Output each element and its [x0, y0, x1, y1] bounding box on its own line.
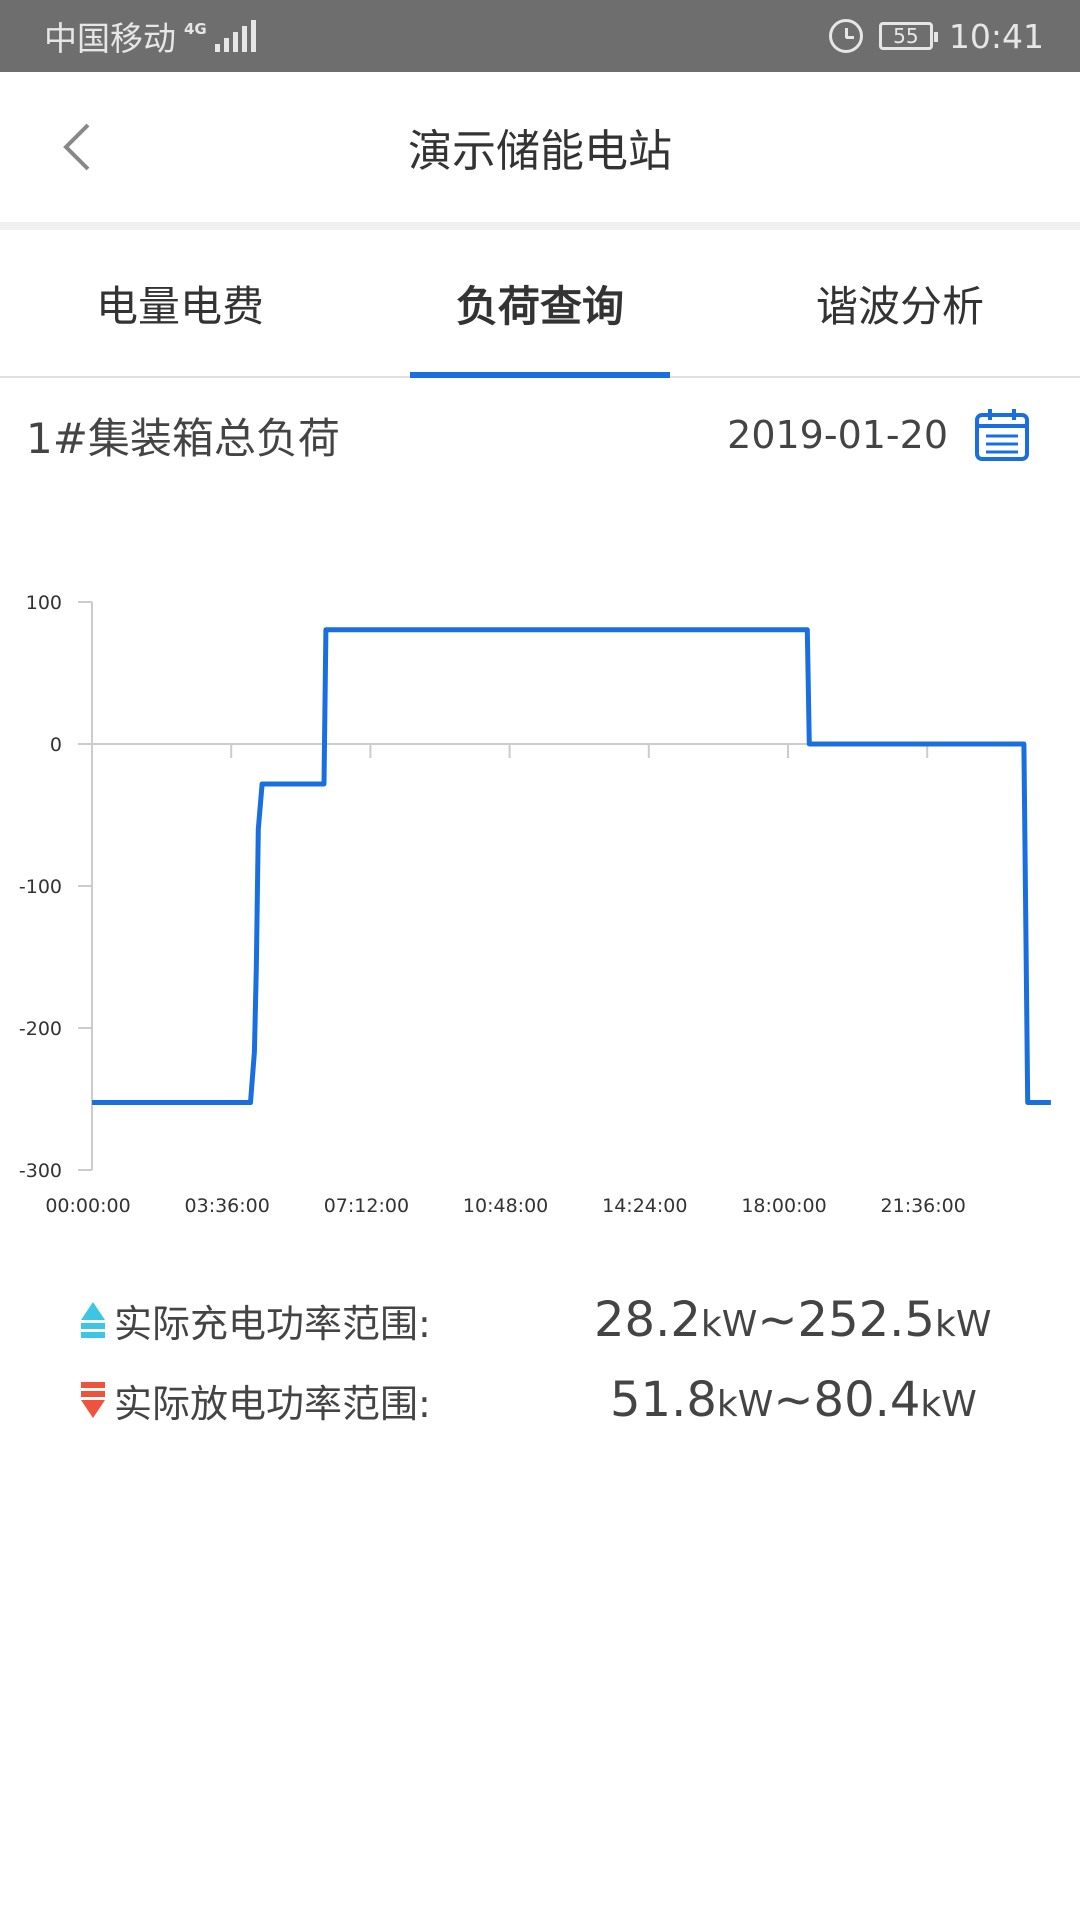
discharge-max: 80.4 — [813, 1372, 921, 1428]
tab-load-query[interactable]: 负荷查询 — [360, 230, 720, 378]
x-tick-label: 14:24:00 — [602, 1195, 687, 1217]
series-group — [92, 627, 1051, 1105]
status-right: 55 10:41 — [828, 16, 1044, 56]
tab-energy-cost[interactable]: 电量电费 — [95, 281, 264, 331]
x-tick-label: 00:00:00 — [45, 1195, 130, 1217]
date-picker[interactable]: 2019-01-20 — [727, 408, 1030, 462]
page-title: 演示储能电站 — [408, 126, 672, 177]
y-tick-label: -200 — [19, 1018, 62, 1040]
x-tick-label: 18:00:00 — [741, 1195, 826, 1217]
status-left: 中国移动 4G — [44, 12, 256, 60]
clock: 10:41 — [948, 16, 1044, 56]
charge-range-row: 实际充电功率范围: 28.2kW~252.5kW — [0, 1280, 1080, 1360]
discharge-down-icon — [81, 1382, 105, 1418]
x-tick-label: 10:48:00 — [463, 1195, 548, 1217]
discharge-range-value: 51.8kW~80.4kW — [610, 1372, 977, 1428]
discharge-min-unit: kW — [716, 1384, 774, 1425]
status-bar: 中国移动 4G 55 10:41 — [0, 0, 1080, 72]
x-tick-label: 21:36:00 — [881, 1195, 966, 1217]
charge-range-label: 实际充电功率范围: — [114, 1301, 431, 1346]
signal-icon — [214, 20, 256, 52]
discharge-range-row: 实际放电功率范围: 51.8kW~80.4kW — [0, 1360, 1080, 1440]
y-tick-label: -300 — [19, 1160, 62, 1182]
title-bar: 演示储能电站 — [0, 72, 1080, 222]
load-chart: 100 0 -100 -200 -300 00:00:00 03:36:00 07:12:0… — [19, 592, 1051, 1217]
y-tick-label: 100 — [26, 592, 62, 614]
chart-title: 1#集装箱总负荷 — [26, 413, 340, 463]
charge-range-value: 28.2kW~252.5kW — [594, 1292, 991, 1348]
charge-min: 28.2 — [594, 1292, 701, 1348]
discharge-sep: ~ — [773, 1372, 814, 1428]
series-line — [92, 627, 1051, 1105]
x-axis: 00:00:00 03:36:00 07:12:00 10:48:00 14:24:00… — [45, 743, 1020, 1217]
back-button[interactable] — [50, 117, 110, 177]
discharge-min: 51.8 — [610, 1372, 717, 1428]
alarm-icon — [828, 19, 863, 53]
battery-level: 55 — [893, 24, 919, 48]
charge-max-unit: kW — [934, 1304, 992, 1345]
chart-header: 1#集装箱总负荷 2019-01-20 — [0, 395, 1080, 475]
charge-min-unit: kW — [700, 1304, 758, 1345]
charge-max: 252.5 — [797, 1292, 935, 1348]
carrier-name: 中国移动 — [44, 19, 176, 58]
y-tick-label: 0 — [50, 734, 62, 756]
y-tick-label: -100 — [19, 876, 62, 898]
battery-icon: 55 — [878, 22, 938, 50]
chevron-left-icon — [63, 123, 90, 171]
charge-up-icon — [81, 1302, 105, 1338]
calendar-icon[interactable] — [974, 408, 1030, 462]
network-type: 4G — [184, 19, 207, 38]
x-tick-label: 03:36:00 — [185, 1195, 270, 1217]
discharge-range-label: 实际放电功率范围: — [114, 1381, 431, 1426]
charge-sep: ~ — [757, 1292, 798, 1348]
tab-harmonic-analysis[interactable]: 谐波分析 — [815, 281, 984, 331]
divider — [0, 222, 1080, 230]
y-axis: 100 0 -100 -200 -300 — [19, 592, 93, 1182]
power-summary: 实际充电功率范围: 28.2kW~252.5kW 实际放电功率范围: 51.8k… — [0, 1280, 1080, 1440]
date-value[interactable]: 2019-01-20 — [727, 413, 948, 457]
x-tick-label: 07:12:00 — [324, 1195, 409, 1217]
discharge-max-unit: kW — [920, 1384, 977, 1425]
tab-bar: 电量电费 负荷查询 谐波分析 — [0, 230, 1080, 378]
